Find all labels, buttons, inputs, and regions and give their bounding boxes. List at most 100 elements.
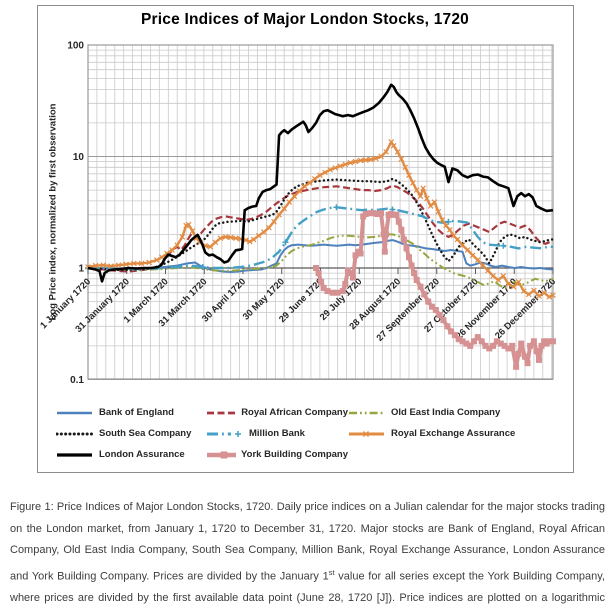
legend-swatch-london-assurance	[57, 452, 92, 457]
series-line-million-bank	[88, 206, 553, 271]
y-tick-label: 1	[78, 264, 84, 275]
marker-square	[406, 254, 412, 261]
marker-x	[115, 262, 122, 269]
marker-square	[342, 280, 349, 287]
marker-square	[471, 338, 477, 345]
marker-square	[408, 262, 415, 269]
marker-x	[495, 277, 502, 283]
marker-square	[459, 338, 466, 345]
y-axis-title: Log Price index, normalized by first obs…	[47, 103, 59, 321]
marker-x	[291, 193, 298, 200]
marker-square	[398, 226, 405, 233]
legend-label-million-bank: Million Bank	[249, 428, 305, 439]
legend-item-old-east-india-company: Old East India Company	[348, 406, 530, 419]
marker-square	[378, 210, 384, 217]
marker-square	[518, 340, 525, 347]
marker-x	[388, 139, 395, 145]
legend-item-million-bank: Million Bank	[206, 427, 348, 440]
y-tick-label: 0.1	[70, 375, 84, 386]
marker-x	[474, 257, 481, 263]
legend-item-royal-african-company: Royal African Company	[206, 406, 348, 419]
marker-square	[509, 342, 516, 349]
marker-x	[169, 247, 175, 253]
marker-x	[531, 287, 537, 294]
series-south-sea-company	[86, 177, 555, 272]
marker-square	[357, 250, 364, 257]
marker-x	[243, 237, 249, 243]
marker-x	[260, 229, 267, 235]
marker-x	[464, 247, 471, 253]
marker-x	[541, 289, 547, 296]
marker-square	[474, 334, 481, 341]
series-york-building-company	[313, 210, 556, 370]
marker-x	[227, 234, 234, 241]
marker-square	[324, 288, 331, 295]
marker-x	[410, 180, 416, 186]
marker-square	[436, 311, 443, 318]
marker-x	[490, 273, 496, 279]
marker-x	[222, 234, 229, 240]
marker-x	[296, 188, 303, 194]
marker-square	[538, 342, 545, 349]
marker-x	[406, 172, 412, 179]
marker-x	[435, 208, 442, 215]
marker-plus	[500, 242, 507, 249]
marker-x	[306, 180, 313, 186]
marker-x	[546, 294, 553, 300]
caption-text-2: value for all series except the York Bui…	[10, 570, 605, 604]
legend-item-south-sea-company: South Sea Company	[56, 427, 206, 440]
marker-x	[413, 187, 420, 193]
marker-square	[429, 303, 435, 310]
marker-x	[123, 261, 130, 268]
marker-square	[546, 338, 553, 345]
marker-square	[313, 265, 319, 271]
plot-area-border	[87, 44, 554, 380]
marker-x	[390, 142, 397, 149]
marker-x	[327, 166, 333, 173]
legend-marker-plus	[235, 430, 241, 437]
marker-x	[92, 262, 99, 269]
legend-label-royal-exchange-assurance: Royal Exchange Assurance	[391, 428, 516, 439]
figure-caption: Figure 1: Price Indices of Major London …	[10, 497, 605, 604]
legend-swatch-south-sea-company	[56, 432, 94, 435]
marker-square	[329, 289, 336, 296]
marker-square	[467, 342, 474, 349]
marker-x	[505, 281, 512, 287]
marker-square	[478, 338, 485, 345]
marker-square	[501, 342, 508, 349]
marker-x	[131, 260, 137, 267]
legend-swatch-million-bank	[207, 430, 241, 437]
marker-x	[431, 199, 438, 205]
marker-x	[480, 262, 486, 269]
marker-square	[455, 336, 462, 343]
legend-label-london-assurance: London Assurance	[99, 449, 185, 460]
marker-square	[451, 332, 458, 339]
legend-item-york-building-company: York Building Company	[206, 448, 348, 461]
marker-x	[362, 157, 369, 163]
marker-x	[357, 157, 364, 164]
marker-x	[446, 226, 453, 233]
marker-x	[367, 156, 374, 163]
marker-square	[463, 340, 470, 347]
marker-square	[350, 274, 356, 281]
marker-x	[266, 224, 272, 231]
marker-x	[469, 252, 476, 259]
chart-title: Price Indices of Major London Stocks, 17…	[141, 11, 469, 28]
marker-x	[179, 234, 186, 240]
marker-x	[232, 235, 239, 242]
marker-x	[510, 283, 517, 290]
marker-square	[440, 317, 447, 324]
marker-square	[533, 348, 540, 354]
marker-x	[332, 165, 339, 171]
marker-square	[352, 252, 359, 259]
marker-square	[400, 236, 407, 243]
marker-x	[301, 183, 308, 190]
series-line-old-east-india-company	[87, 233, 554, 290]
marker-square	[522, 353, 528, 360]
legend-marker-x	[363, 430, 369, 437]
marker-square	[413, 277, 420, 283]
series-old-east-india-company	[87, 233, 554, 290]
chart-border-box	[37, 5, 574, 473]
